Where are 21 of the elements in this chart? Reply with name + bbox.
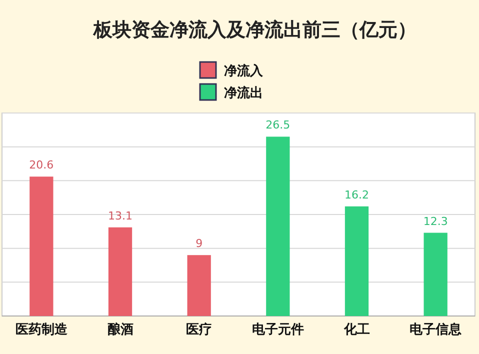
- data-label: 13.1: [108, 209, 132, 222]
- bar: [344, 206, 369, 316]
- bar: [30, 176, 54, 316]
- x-tick-label: 化工: [342, 321, 370, 336]
- bar: [108, 227, 132, 316]
- data-label: 16.2: [344, 188, 369, 202]
- bar: [424, 232, 448, 316]
- bar: [187, 255, 211, 316]
- x-tick-label: 电子信息: [410, 321, 463, 336]
- data-label: 9: [196, 237, 203, 250]
- data-label: 26.5: [266, 118, 290, 132]
- x-tick-label: 医疗: [186, 321, 212, 336]
- data-label: 20.6: [29, 158, 54, 172]
- legend-label: 净流出: [224, 85, 263, 101]
- data-label: 12.3: [423, 214, 448, 228]
- bar: [266, 136, 290, 316]
- chart-title: 板块资金净流入及净流出前三（亿元）: [92, 19, 416, 41]
- x-tick-label: 医药制造: [15, 321, 68, 336]
- legend-label: 净流入: [224, 63, 264, 79]
- x-tick-label: 酿酒: [107, 321, 134, 336]
- x-tick-label: 电子元件: [252, 321, 304, 336]
